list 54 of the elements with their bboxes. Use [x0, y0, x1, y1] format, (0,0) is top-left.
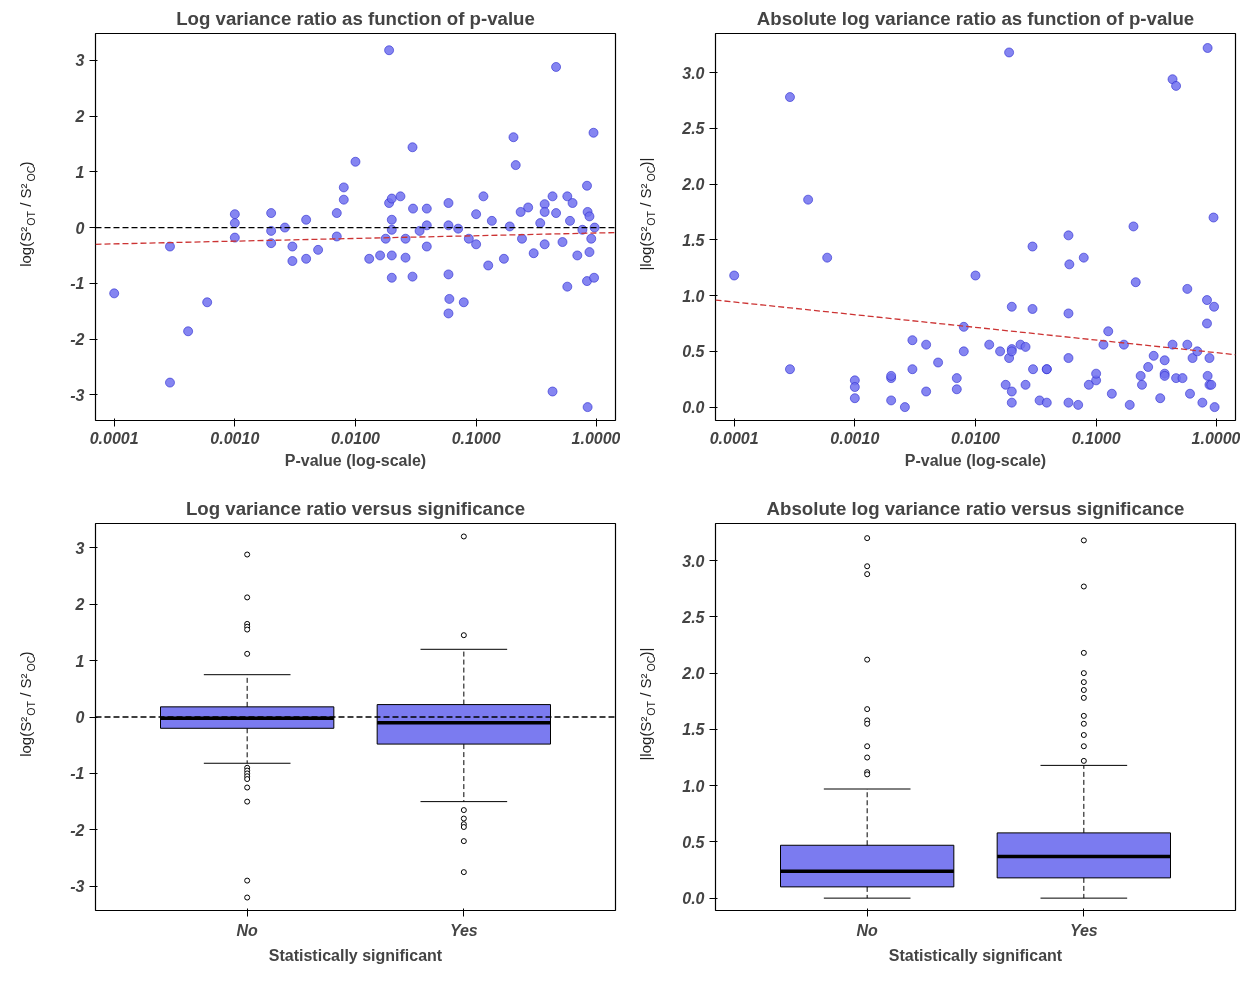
x-tick-label: No	[856, 921, 879, 939]
y-tick-label: 3.0	[682, 552, 705, 570]
y-tick-label: -1	[70, 765, 85, 783]
y-axis-title: log(S²OT / S²OC)	[17, 651, 37, 757]
y-tick-label: 0.5	[682, 343, 706, 361]
y-tick-label: 0.0	[682, 890, 705, 908]
y-axis-title: log(S²OT / S²OC)	[17, 161, 37, 267]
x-tick-label: 0.0001	[89, 429, 139, 447]
x-tick-label: 0.0100	[951, 429, 1001, 447]
y-tick-label: 2	[74, 596, 85, 614]
y-tick-label: 1	[75, 652, 85, 670]
chart-title: Log variance ratio as function of p-value	[176, 7, 535, 29]
x-axis-title: Statistically significant	[888, 946, 1063, 964]
y-tick-label: 2.0	[681, 665, 705, 683]
x-axis-title: P-value (log-scale)	[284, 451, 427, 469]
y-tick-label: -2	[70, 331, 85, 349]
y-axis-title: |log(S²OT / S²OC)|	[637, 647, 657, 761]
y-tick-label: 0	[75, 709, 85, 726]
y-tick-label: 2	[74, 108, 85, 126]
chart-title: Log variance ratio versus significance	[185, 497, 526, 519]
x-tick-label: Yes	[449, 921, 478, 939]
y-tick-label: -3	[70, 386, 85, 404]
x-axis-title: P-value (log-scale)	[904, 451, 1047, 469]
x-tick-label: 0.1000	[1071, 429, 1121, 447]
x-tick-label: Yes	[1069, 921, 1098, 939]
x-tick-label: No	[236, 921, 259, 939]
y-tick-label: 1.5	[682, 721, 706, 739]
x-axis-title: Statistically significant	[268, 946, 443, 964]
y-tick-label: -2	[70, 821, 85, 839]
x-tick-label: 1.0000	[1191, 429, 1241, 447]
y-tick-label: -1	[70, 275, 85, 293]
y-tick-label: 2.0	[681, 176, 705, 194]
y-tick-label: 3	[75, 52, 85, 70]
y-tick-label: 2.5	[681, 120, 706, 138]
y-tick-label: -3	[70, 878, 85, 896]
chart-title: Absolute log variance ratio as function of p-value	[756, 7, 1195, 29]
x-tick-label: 0.0010	[830, 429, 880, 447]
x-tick-label: 0.0010	[210, 429, 260, 447]
x-tick-label: 0.0001	[709, 429, 759, 447]
y-tick-label: 0.0	[682, 399, 705, 417]
x-tick-label: 1.0000	[571, 429, 621, 447]
y-tick-label: 1.0	[682, 287, 705, 305]
y-axis-title: |log(S²OT / S²OC)|	[637, 157, 657, 271]
y-tick-label: 3.0	[682, 64, 705, 82]
y-tick-label: 0	[75, 219, 85, 237]
chart-title: Absolute log variance ratio versus significance	[766, 497, 1185, 519]
y-tick-label: 2.5	[681, 608, 706, 626]
y-tick-label: 3	[75, 539, 85, 557]
y-tick-label: 1	[75, 163, 85, 181]
y-tick-label: 1.5	[682, 231, 706, 249]
y-tick-label: 1.0	[682, 777, 705, 795]
x-tick-label: 0.1000	[451, 429, 501, 447]
x-tick-label: 0.0100	[331, 429, 381, 447]
y-tick-label: 0.5	[682, 833, 706, 851]
